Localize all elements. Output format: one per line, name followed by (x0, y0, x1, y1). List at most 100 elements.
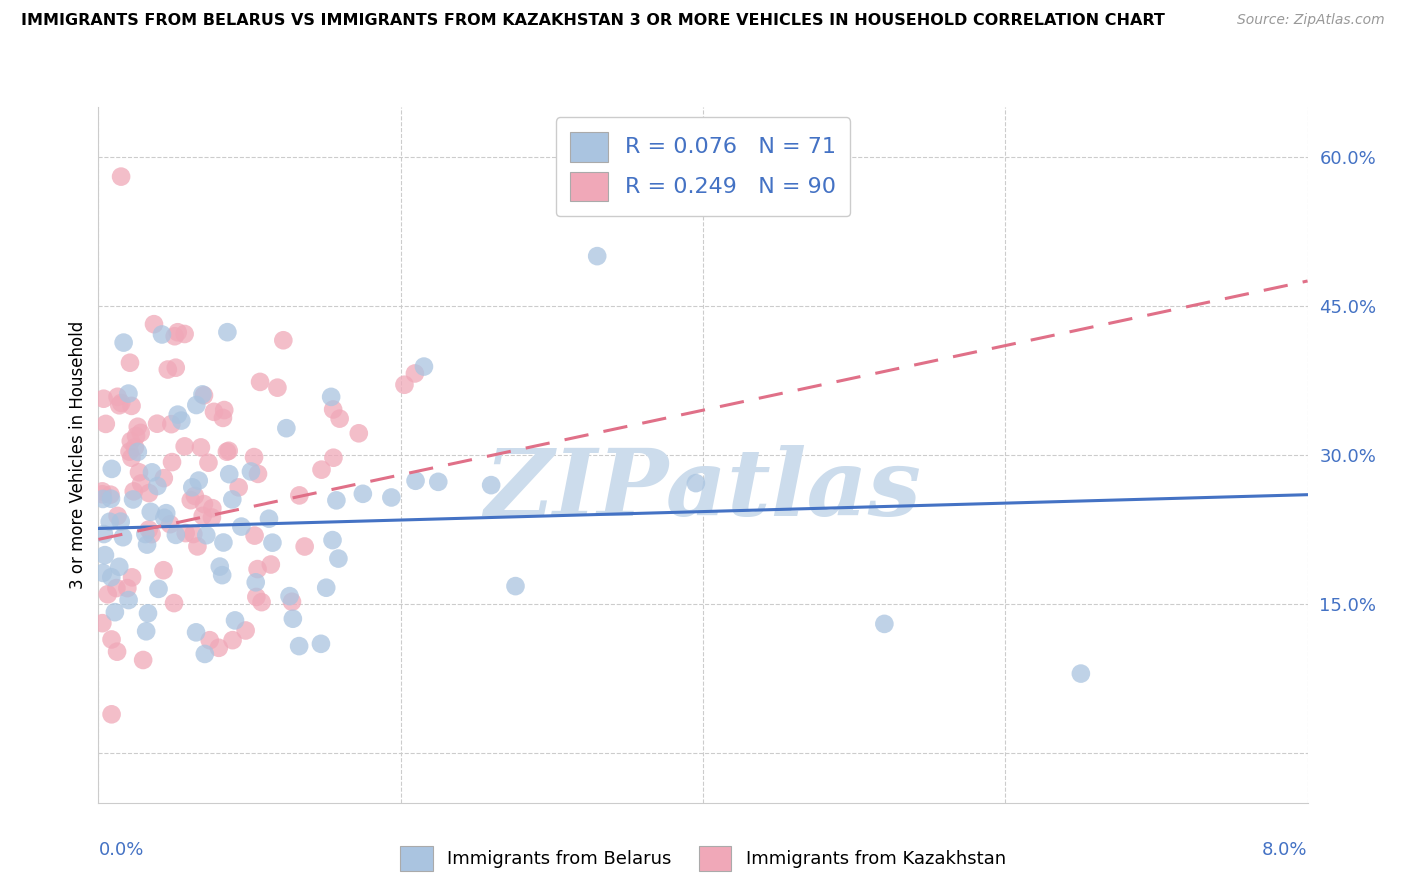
Point (122, 484, 145, 499)
Point (266, 381, 288, 395)
Text: 0.0%: 0.0% (98, 841, 143, 859)
Point (108, 398, 131, 412)
Point (148, 582, 170, 596)
Point (186, 540, 208, 554)
Point (118, 444, 141, 458)
Point (250, 595, 273, 609)
Point (152, 563, 174, 577)
Point (322, 450, 344, 465)
Point (322, 402, 344, 417)
Point (322, 533, 344, 548)
Point (427, 475, 450, 489)
Legend: R = 0.076   N = 71, R = 0.249   N = 90: R = 0.076 N = 71, R = 0.249 N = 90 (555, 118, 851, 216)
Point (111, 530, 134, 544)
Point (138, 486, 160, 500)
Point (124, 440, 146, 454)
Point (262, 535, 284, 549)
Point (212, 411, 235, 425)
Point (246, 562, 269, 576)
Point (278, 589, 301, 603)
Point (91, 616, 114, 631)
Point (136, 607, 159, 621)
Point (117, 581, 139, 595)
Point (187, 474, 209, 488)
Point (117, 386, 139, 401)
Point (122, 492, 145, 507)
Point (212, 535, 235, 549)
Point (98, 515, 121, 529)
Point (184, 625, 207, 640)
Point (121, 570, 143, 584)
Point (93, 527, 115, 541)
Point (195, 528, 218, 542)
Point (243, 528, 266, 542)
Point (94, 417, 117, 431)
Point (245, 590, 267, 604)
Point (150, 327, 173, 342)
Point (221, 492, 243, 507)
Point (166, 325, 188, 339)
Point (186, 398, 208, 412)
Point (91, 484, 114, 499)
Legend: Immigrants from Belarus, Immigrants from Kazakhstan: Immigrants from Belarus, Immigrants from… (394, 838, 1012, 879)
Point (181, 480, 204, 494)
Point (218, 443, 240, 458)
Point (91, 487, 114, 501)
Point (93, 392, 115, 406)
Point (129, 425, 152, 440)
Point (153, 511, 176, 525)
Point (110, 396, 132, 410)
Point (586, 249, 609, 263)
Point (100, 632, 122, 647)
Point (217, 325, 239, 339)
Point (208, 640, 231, 655)
Point (201, 510, 224, 524)
Point (146, 479, 169, 493)
Point (143, 317, 166, 331)
Point (191, 387, 214, 401)
Text: Source: ZipAtlas.com: Source: ZipAtlas.com (1237, 13, 1385, 28)
Point (281, 612, 304, 626)
Point (191, 508, 214, 523)
Point (321, 390, 343, 404)
Point (212, 403, 235, 417)
Point (141, 466, 163, 480)
Point (105, 581, 128, 595)
Point (100, 462, 122, 476)
Point (218, 467, 240, 482)
Point (141, 527, 163, 541)
Point (153, 471, 176, 485)
Point (224, 614, 246, 628)
Point (100, 707, 122, 722)
Point (173, 439, 195, 453)
Point (288, 488, 311, 502)
Point (245, 575, 267, 590)
Point (260, 558, 283, 572)
Point (208, 559, 231, 574)
Point (160, 417, 183, 432)
Point (134, 527, 156, 541)
Point (110, 515, 132, 529)
Point (231, 519, 253, 533)
Point (193, 388, 215, 402)
Point (132, 653, 155, 667)
Point (873, 616, 896, 631)
Point (394, 377, 416, 392)
Point (239, 465, 262, 479)
Point (190, 441, 212, 455)
Point (120, 434, 142, 448)
Point (160, 455, 183, 469)
Point (281, 595, 304, 609)
Point (94, 548, 117, 562)
Point (194, 647, 217, 661)
Point (166, 408, 188, 422)
Point (100, 570, 122, 584)
Point (163, 596, 186, 610)
Point (221, 633, 243, 648)
Point (215, 444, 238, 458)
Point (136, 538, 159, 552)
Point (347, 426, 370, 441)
Point (315, 581, 337, 595)
Point (100, 491, 122, 506)
Point (159, 517, 181, 532)
